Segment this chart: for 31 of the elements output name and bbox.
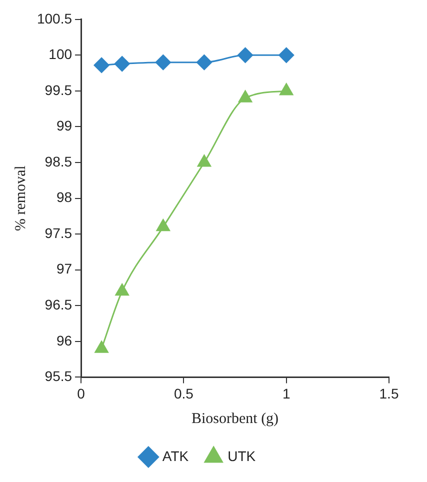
- y-tick-label: 98: [56, 189, 72, 206]
- y-axis-title: % removal: [12, 166, 29, 231]
- point: [196, 54, 212, 70]
- x-tick-label: 1.5: [379, 385, 399, 402]
- point: [94, 57, 110, 73]
- y-tick-label: 97: [56, 260, 72, 277]
- point: [94, 340, 108, 353]
- y-tick-label: 100: [48, 46, 72, 62]
- point: [238, 47, 254, 63]
- point: [280, 83, 294, 96]
- y-tick-label: 99: [56, 118, 72, 134]
- y-tick-label: 97.5: [44, 224, 72, 241]
- point: [115, 284, 129, 296]
- legend-label: ATK: [162, 448, 190, 464]
- y-tick-label: 95.5: [44, 368, 72, 384]
- point: [156, 219, 170, 232]
- y-tick-label: 96: [56, 332, 72, 348]
- legend-label: UTK: [228, 448, 256, 464]
- y-tick-label: 99.5: [44, 82, 72, 98]
- point: [155, 54, 171, 70]
- point: [238, 90, 252, 102]
- point: [114, 56, 130, 72]
- x-tick-label: 0.5: [174, 385, 194, 402]
- y-tick-label: 98.5: [44, 153, 72, 170]
- x-tick-label: 0: [77, 385, 86, 402]
- point: [197, 154, 212, 167]
- x-tick-label: 1: [282, 385, 290, 402]
- x-axis-title: Biosorbent (g): [191, 410, 279, 427]
- point: [278, 47, 294, 63]
- y-tick-label: 100.5: [36, 10, 72, 26]
- y-tick-label: 96.5: [44, 296, 72, 312]
